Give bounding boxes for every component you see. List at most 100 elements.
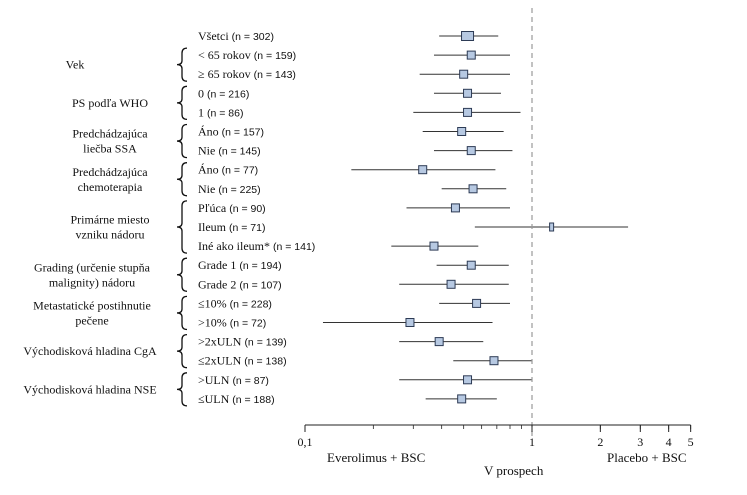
hazard-ratio-point [429, 241, 439, 251]
subgroup-label-line: Vek [66, 58, 85, 72]
subgroup-label: Predchádzajúca chemoterapia [72, 165, 148, 194]
subgroup-label-line: Metastatické postihnutie [33, 298, 151, 312]
row-n: (n = 145) [218, 146, 260, 158]
row-label: Áno (n = 77) [198, 163, 258, 177]
x-tick-label: 3 [637, 435, 643, 449]
x-tick-label: 5 [688, 435, 694, 449]
group-brace [176, 47, 188, 82]
row-label-text: ≥ 65 rokov [198, 67, 254, 81]
hazard-ratio-point [418, 165, 428, 175]
row-label-text: >10% [198, 316, 230, 330]
row-label: Nie (n = 145) [198, 144, 261, 158]
hazard-ratio-point [457, 394, 467, 404]
subgroup-label-line: Primárne miesto [71, 213, 150, 227]
x-tick-label: 0,1 [298, 435, 313, 449]
row-n: (n = 141) [273, 241, 315, 253]
row-n: (n = 194) [239, 260, 281, 272]
group-brace [176, 257, 188, 292]
subgroup-label-line: Východisková hladina CgA [23, 344, 157, 358]
row-label-text: Áno [198, 163, 222, 177]
row-label-text: Grade 2 [198, 277, 239, 291]
row-label: Áno (n = 157) [198, 125, 264, 139]
subgroup-label-line: Grading (určenie stupňa [34, 260, 151, 274]
subgroup-label-line: malignity) nádoru [49, 275, 135, 289]
row-label: Ileum (n = 71) [198, 220, 265, 234]
row-label-text: ≤ULN [198, 392, 232, 406]
row-label-text: Všetci [198, 29, 232, 43]
subgroup-label-line: pečene [75, 313, 108, 327]
row-label-text: Ileum [198, 220, 229, 234]
row-n: (n = 143) [254, 69, 296, 81]
hazard-ratio-point [549, 222, 555, 232]
hazard-ratio-point [463, 375, 473, 385]
row-n: (n = 77) [222, 165, 258, 177]
hazard-ratio-point [457, 127, 467, 136]
row-n: (n = 159) [254, 50, 296, 62]
hazard-ratio-point [450, 203, 460, 213]
row-label: ≤10% (n = 228) [198, 296, 272, 310]
group-brace [176, 200, 188, 254]
subgroup-label-line: Predchádzajúca [72, 165, 148, 179]
row-label-text: ≤10% [198, 296, 230, 310]
right-caption: Placebo + BSC [607, 450, 687, 465]
row-n: (n = 139) [244, 337, 286, 349]
group-brace [176, 372, 188, 407]
subgroup-label: Východisková hladina CgA [23, 344, 157, 358]
group-brace [176, 295, 188, 331]
hazard-ratio-point [463, 107, 473, 117]
row-n: (n = 138) [244, 356, 286, 368]
hazard-ratio-point [466, 260, 476, 270]
row-n: (n = 302) [232, 31, 274, 43]
subgroup-label-line: Východisková hladina NSE [23, 382, 156, 396]
row-label: >10% (n = 72) [198, 316, 266, 330]
row-label: 0 (n = 216) [198, 86, 249, 100]
row-n: (n = 72) [230, 318, 266, 330]
row-n: (n = 86) [207, 107, 243, 119]
row-label: >ULN (n = 87) [198, 373, 269, 387]
center-caption: V prospech [484, 463, 544, 478]
row-n: (n = 225) [218, 184, 260, 196]
row-label: Pľúca (n = 90) [198, 201, 266, 215]
row-n: (n = 87) [232, 375, 268, 387]
group-brace [176, 333, 188, 369]
row-label-text: Nie [198, 182, 218, 196]
row-label-text: Grade 1 [198, 258, 239, 272]
hazard-ratio-point [446, 279, 456, 289]
row-label-text: 1 [198, 105, 207, 119]
subgroup-label-line: Predchádzajúca [72, 127, 148, 141]
row-label: Nie (n = 225) [198, 182, 261, 196]
row-label-text: 0 [198, 86, 207, 100]
row-n: (n = 107) [239, 279, 281, 291]
subgroup-label: Grading (určenie stupňa malignity) nádoru [34, 260, 151, 289]
row-n: (n = 71) [229, 222, 265, 234]
row-label-text: Nie [198, 144, 218, 158]
hazard-ratio-point [405, 318, 415, 327]
row-label-text: < 65 rokov [198, 48, 254, 62]
estimates [322, 31, 629, 404]
hazard-ratio-point [459, 69, 469, 79]
row-label-text: >2xULN [198, 335, 244, 349]
subgroup-label-line: liečba SSA [83, 142, 137, 156]
row-label: >2xULN (n = 139) [198, 335, 287, 349]
row-label: Všetci (n = 302) [198, 29, 274, 43]
subgroup-label-line: PS podľa WHO [72, 96, 148, 110]
row-n: (n = 216) [207, 88, 249, 100]
row-n: (n = 157) [222, 127, 264, 139]
subgroup-label: Východisková hladina NSE [23, 382, 156, 396]
subgroup-label: Predchádzajúca liečba SSA [72, 127, 148, 156]
row-label-text: Pľúca [198, 201, 229, 215]
hazard-ratio-point [461, 31, 475, 41]
subgroup-label: Vek [66, 58, 85, 72]
row-label-text: >ULN [198, 373, 232, 387]
group-brace [176, 123, 188, 159]
hazard-ratio-point [472, 298, 482, 308]
row-n: (n = 90) [229, 203, 265, 215]
x-tick-label: 2 [597, 435, 603, 449]
row-label: ≥ 65 rokov (n = 143) [198, 67, 296, 81]
row-label: < 65 rokov (n = 159) [198, 48, 296, 62]
row-n: (n = 228) [230, 298, 272, 310]
x-axis: 0,1 1 2 3 4 5 [298, 8, 694, 449]
row-label: Grade 1 (n = 194) [198, 258, 282, 272]
